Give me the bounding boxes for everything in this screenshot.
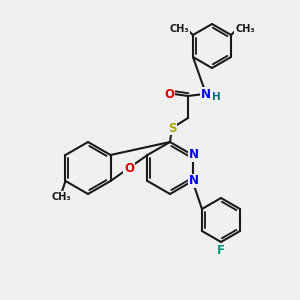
Text: N: N — [188, 175, 199, 188]
Text: O: O — [124, 161, 134, 175]
Text: CH₃: CH₃ — [169, 24, 189, 34]
Text: N: N — [188, 148, 199, 161]
Text: N: N — [201, 88, 211, 100]
Text: CH₃: CH₃ — [235, 24, 255, 34]
Text: H: H — [212, 92, 220, 102]
Text: F: F — [217, 244, 225, 256]
Text: S: S — [168, 122, 176, 134]
Text: CH₃: CH₃ — [52, 192, 71, 202]
Text: O: O — [164, 88, 174, 100]
